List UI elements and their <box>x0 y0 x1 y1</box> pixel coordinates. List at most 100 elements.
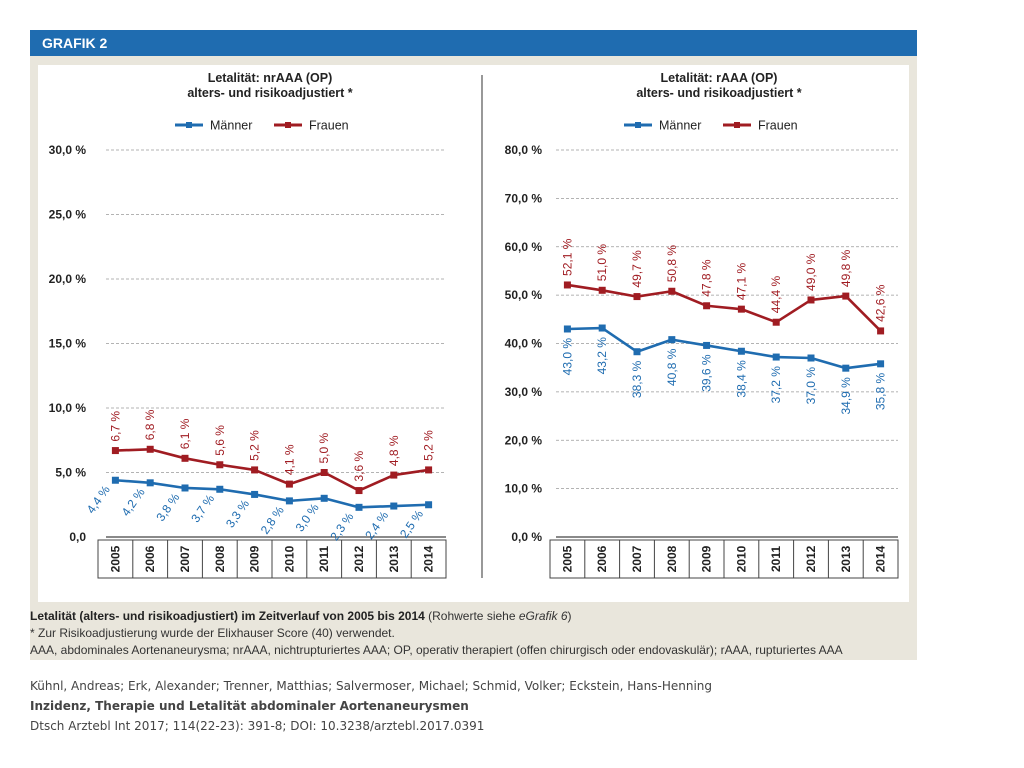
chart2-series-1-data-label: 40,8 % <box>665 348 679 386</box>
charts-svg: Letalität: nrAAA (OP)alters- und risikoa… <box>38 65 909 602</box>
chart2-xtick-label: 2006 <box>595 545 609 572</box>
chart1-ytick-label: 0,0 <box>69 530 86 544</box>
chart2-series-2-point <box>737 305 745 313</box>
chart2-ytick-label: 80,0 % <box>505 143 543 157</box>
caption-raw-prefix: (Rohwerte siehe <box>424 609 519 623</box>
chart2-legend-marker-2 <box>734 122 740 128</box>
chart2-xtick-label: 2010 <box>734 545 748 572</box>
chart2-series-2-data-label: 47,8 % <box>700 259 714 297</box>
credits: Kühnl, Andreas; Erk, Alexander; Trenner,… <box>30 676 830 736</box>
chart2-series-1-point <box>877 360 885 368</box>
chart2-series-1-point <box>737 347 745 355</box>
chart2-series-2-data-label: 47,1 % <box>734 262 748 300</box>
chart1-xtick-label: 2009 <box>248 545 262 572</box>
chart1-series-2-point <box>320 469 328 476</box>
chart2-ytick-label: 40,0 % <box>505 337 543 351</box>
chart2-series-2-point <box>563 281 571 289</box>
chart2-title: Letalität: rAAA (OP) <box>661 71 778 85</box>
chart1-series-2-line <box>115 447 429 492</box>
chart2-ytick-label: 60,0 % <box>505 240 543 254</box>
chart1-xtick-label: 2007 <box>178 545 192 572</box>
chart2-series-2-point <box>807 296 815 304</box>
caption-raw-suffix: ) <box>567 609 572 623</box>
chart1-xtick-label: 2012 <box>352 545 366 572</box>
chart1-legend-label-2: Frauen <box>309 119 349 133</box>
chart2-series-1-data-label: 37,2 % <box>769 366 783 404</box>
chart1-xtick-label: 2014 <box>422 545 436 572</box>
caption-raw-link[interactable]: eGrafik 6 <box>518 609 568 623</box>
chart1-series-2-data-label: 5,2 % <box>422 430 436 461</box>
chart1-series-2-point <box>146 445 154 453</box>
chart1-series-1-point <box>181 484 189 492</box>
caption-abbreviations: AAA, abdominales Aortenaneurysma; nrAAA,… <box>30 643 843 657</box>
chart2-series-2-data-label: 49,8 % <box>839 249 853 287</box>
chart2-xtick-label: 2011 <box>769 546 783 572</box>
chart1-series-2-point <box>355 487 363 495</box>
credits-title: Inzidenz, Therapie und Letalität abdomin… <box>30 699 469 713</box>
chart2-xtick-label: 2008 <box>665 545 679 572</box>
chart2-series-1-point <box>563 325 571 333</box>
chart2-series-1-point <box>772 353 780 361</box>
chart2-series-1-data-label: 39,6 % <box>700 354 714 392</box>
caption-note: * Zur Risikoadjustierung wurde der Elixh… <box>30 626 395 640</box>
figure-label: GRAFIK 2 <box>30 30 917 56</box>
chart2-series-1-data-label: 43,2 % <box>595 337 609 375</box>
chart1-series-1-point <box>285 497 293 505</box>
chart1-legend-label-1: Männer <box>210 119 252 133</box>
chart2-series-2-point <box>842 292 850 300</box>
chart2-series-2-point <box>772 318 780 326</box>
chart1-series-1-point <box>216 485 224 493</box>
plot-background <box>38 65 909 602</box>
chart1-series-2-data-label: 3,6 % <box>352 451 366 482</box>
chart2-legend-marker-1 <box>635 122 641 128</box>
chart1-series-2-point <box>425 466 433 474</box>
chart2-series-2-point <box>633 293 641 301</box>
chart2-legend-label-1: Männer <box>659 119 701 133</box>
chart2-series-1-line <box>567 326 881 370</box>
chart1-series-1-point <box>425 501 433 509</box>
credits-authors: Kühnl, Andreas; Erk, Alexander; Trenner,… <box>30 679 713 693</box>
chart2-series-1-point <box>598 324 606 332</box>
chart2-series-1-point <box>668 336 676 344</box>
chart2-ytick-label: 10,0 % <box>505 482 543 496</box>
chart1-series-2-data-label: 4,8 % <box>387 435 401 466</box>
chart2-series-1-point <box>703 341 711 349</box>
chart2-xtick-label: 2007 <box>630 545 644 572</box>
chart1-series-2-data-label: 4,1 % <box>282 444 296 475</box>
chart1-series-2-point <box>181 454 189 462</box>
chart2-ytick-label: 20,0 % <box>505 433 543 447</box>
chart1-series-2-data-label: 5,6 % <box>213 425 227 456</box>
chart1-series-2-point <box>390 471 398 479</box>
chart2-ytick-label: 50,0 % <box>505 288 543 302</box>
chart1-ytick-label: 25,0 % <box>49 208 87 222</box>
chart2-series-2-data-label: 49,0 % <box>804 253 818 291</box>
chart1-xtick-label: 2005 <box>108 545 122 572</box>
chart1-series-1-point <box>355 503 363 511</box>
chart1-series-2-point <box>251 466 259 474</box>
chart1-series-1-point <box>251 490 259 498</box>
chart1-series-2-data-label: 6,7 % <box>108 411 122 442</box>
figure: GRAFIK 2 Letalität: nrAAA (OP) alters- un… <box>30 30 917 660</box>
chart2-series-2-data-label: 44,4 % <box>769 276 783 314</box>
figure-caption: Letalität (alters- und risikoadjustiert)… <box>30 602 917 660</box>
chart2-series-2-point <box>877 327 885 335</box>
chart2-series-1-data-label: 38,3 % <box>630 360 644 398</box>
chart2-series-1-data-label: 43,0 % <box>560 338 574 376</box>
chart2-xtick-label: 2005 <box>560 545 574 572</box>
chart1-series-2-data-label: 6,1 % <box>178 418 192 449</box>
chart1-series-1-point <box>146 479 154 487</box>
chart2-xtick-label: 2009 <box>700 545 714 572</box>
chart2-legend-label-2: Frauen <box>758 119 798 133</box>
chart2-subtitle: alters- und risikoadjustiert * <box>636 86 801 100</box>
chart2-series-1-point <box>807 354 815 362</box>
chart2-series-1-point <box>633 348 641 356</box>
chart1-series-2-data-label: 5,0 % <box>317 432 331 463</box>
chart2-series-2-data-label: 52,1 % <box>560 238 574 276</box>
chart2-xtick-label: 2012 <box>804 545 818 572</box>
chart1-ytick-label: 30,0 % <box>49 143 87 157</box>
chart1-xtick-label: 2008 <box>213 545 227 572</box>
chart1-series-1-point <box>390 502 398 510</box>
chart2-series-2-point <box>598 286 606 294</box>
chart1-xtick-label: 2011 <box>317 546 331 572</box>
chart1-legend-marker-1 <box>186 122 192 128</box>
